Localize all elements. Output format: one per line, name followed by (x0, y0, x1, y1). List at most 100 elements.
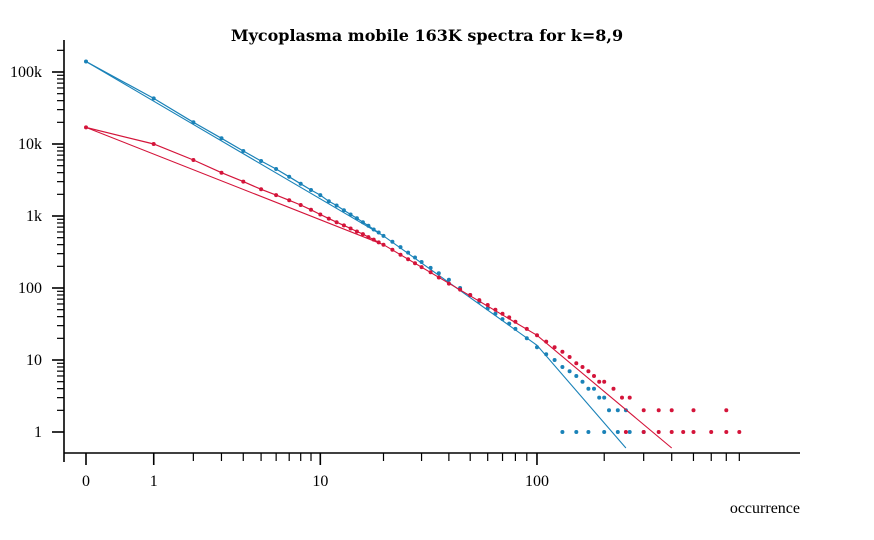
data-point (656, 430, 661, 434)
data-point (446, 277, 451, 282)
data-point (641, 430, 646, 434)
data-point (390, 247, 395, 252)
data-point (560, 365, 565, 369)
data-point (318, 212, 323, 217)
data-point (574, 430, 579, 434)
data-point (413, 261, 417, 266)
y-tick-label: 100k (10, 64, 42, 81)
data-point (597, 395, 602, 400)
data-point (406, 257, 411, 262)
data-point (623, 430, 628, 434)
data-point (354, 229, 359, 234)
data-point (341, 208, 346, 213)
data-point (500, 311, 505, 316)
data-point (724, 430, 729, 434)
data-point (560, 349, 565, 354)
data-point (620, 395, 624, 400)
data-point (586, 386, 591, 391)
data-point (607, 408, 611, 413)
data-point (560, 430, 565, 434)
data-point (376, 240, 381, 245)
data-point (298, 181, 303, 186)
data-point (151, 142, 156, 146)
data-point (390, 239, 395, 244)
data-point (592, 374, 596, 378)
data-point (348, 226, 353, 231)
data-point (298, 203, 303, 207)
x-tick-label: 0 (82, 473, 90, 490)
data-point (544, 339, 549, 344)
y-tick-label: 1k (26, 208, 42, 225)
x-tick-label: 1 (150, 473, 158, 490)
data-point (259, 187, 264, 192)
data-point (615, 408, 620, 413)
data-point (586, 369, 591, 374)
data-point (552, 358, 557, 362)
data-point (500, 317, 505, 322)
data-point (586, 430, 591, 434)
data-point (398, 245, 403, 250)
series-0 (84, 59, 646, 449)
data-point (341, 223, 346, 228)
y-tick-label: 10k (18, 136, 42, 153)
data-point (84, 59, 88, 64)
y-tick-label: 1 (34, 424, 42, 441)
data-point (274, 167, 279, 171)
data-point (334, 220, 339, 225)
data-point (602, 395, 607, 400)
data-point (709, 430, 714, 434)
data-point (191, 120, 196, 125)
data-point (552, 345, 557, 350)
data-point (627, 430, 632, 434)
data-point (259, 159, 264, 163)
data-point (219, 136, 224, 141)
data-point (615, 430, 620, 434)
data-point (493, 311, 498, 316)
data-point (446, 281, 451, 286)
data-point (287, 198, 292, 203)
data-point (627, 395, 632, 400)
data-point (334, 203, 339, 208)
data-point (592, 386, 596, 391)
chart-title: Mycoplasma mobile 163K spectra for k=8,9 (231, 26, 623, 45)
data-point (691, 430, 696, 434)
data-point (669, 430, 674, 434)
data-point (348, 212, 353, 217)
data-point (524, 336, 529, 341)
data-point (360, 220, 365, 225)
x-axis: 0 1 10 100 (64, 452, 800, 490)
data-point (151, 96, 156, 101)
data-point (413, 255, 417, 260)
x-tick-label: 100 (525, 473, 549, 490)
data-point (656, 408, 661, 413)
data-point (419, 260, 424, 264)
x-tick-label: 10 (312, 473, 328, 490)
data-point (602, 379, 607, 384)
series-1 (84, 125, 742, 449)
data-point (241, 179, 246, 184)
data-point (309, 207, 313, 212)
data-point (580, 365, 585, 369)
data-point (681, 430, 686, 434)
data-point (468, 293, 473, 297)
data-point (366, 235, 371, 240)
data-point (381, 233, 386, 238)
data-point (669, 408, 674, 413)
data-point (371, 237, 376, 242)
data-point (602, 430, 607, 434)
data-point (436, 275, 441, 280)
fit-line (85, 61, 627, 449)
data-point (477, 298, 482, 303)
y-tick-label: 100 (18, 280, 42, 297)
data-point (691, 408, 696, 413)
data-point (641, 408, 646, 413)
data-point (191, 158, 196, 162)
data-point (567, 369, 572, 374)
data-point (737, 430, 742, 434)
data-point (513, 319, 518, 324)
data-point (381, 242, 386, 247)
data-point (485, 303, 490, 307)
data-point (241, 149, 246, 153)
y-tick-label: 10 (26, 352, 42, 369)
data-point (574, 374, 579, 378)
